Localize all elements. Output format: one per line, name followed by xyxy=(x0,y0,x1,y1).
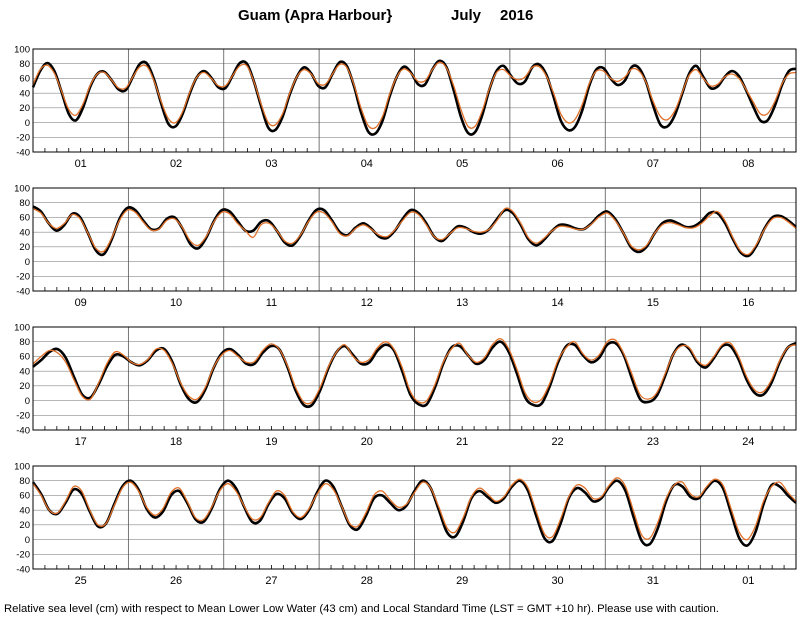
day-label: 29 xyxy=(456,575,468,587)
day-label: 26 xyxy=(170,575,182,587)
day-label: 23 xyxy=(647,436,659,448)
y-tick-label: -40 xyxy=(16,147,30,158)
y-tick-label: 80 xyxy=(19,337,30,348)
day-label: 02 xyxy=(170,158,182,170)
day-label: 28 xyxy=(361,575,373,587)
panel-frame xyxy=(32,48,797,153)
day-label: 15 xyxy=(647,297,659,309)
day-label: 16 xyxy=(742,297,754,309)
y-tick-label: 40 xyxy=(19,227,30,238)
y-tick-label: 100 xyxy=(14,183,30,194)
day-label: 01 xyxy=(75,158,87,170)
panel-4: 100 80 60 40 20 0 -20 -40 25 26 27 28 29 30 31 01 xyxy=(14,461,797,587)
y-tick-label: 0 xyxy=(25,257,30,268)
y-tick-label: 80 xyxy=(19,59,30,70)
day-label: 10 xyxy=(170,297,182,309)
y-tick-label: -20 xyxy=(16,411,30,422)
y-tick-label: 40 xyxy=(19,366,30,377)
predicted-series-line xyxy=(32,207,797,256)
y-tick-label: 80 xyxy=(19,198,30,209)
chart-title-month: July xyxy=(451,7,482,24)
day-label: 07 xyxy=(647,158,659,170)
day-label: 11 xyxy=(266,297,277,309)
y-tick-label: 20 xyxy=(19,381,30,392)
predicted-series-line xyxy=(32,477,797,541)
day-label: 09 xyxy=(75,297,87,309)
y-tick-label: 40 xyxy=(19,88,30,99)
observed-series-line xyxy=(31,479,797,547)
y-tick-label: -20 xyxy=(16,272,30,283)
chart-title-location: Guam (Apra Harbour} xyxy=(238,7,392,24)
y-tick-label: 20 xyxy=(19,103,30,114)
day-label: 19 xyxy=(265,436,277,448)
panel-1: 100 80 60 40 20 0 -20 -40 01 02 03 04 05 06 07 08 xyxy=(14,44,797,170)
day-label: 18 xyxy=(170,436,182,448)
y-tick-label: 0 xyxy=(25,118,30,129)
y-tick-label: 60 xyxy=(19,352,30,363)
day-label: 22 xyxy=(551,436,563,448)
y-tick-label: 100 xyxy=(14,44,30,55)
y-tick-label: -40 xyxy=(16,286,30,297)
y-tick-label: 100 xyxy=(14,461,30,472)
y-tick-label: 60 xyxy=(19,491,30,502)
day-label: 13 xyxy=(456,297,468,309)
y-tick-label: -40 xyxy=(16,425,30,436)
observed-series-line xyxy=(31,59,797,136)
day-label: 03 xyxy=(265,158,277,170)
panel-frame xyxy=(32,187,797,292)
y-tick-label: -40 xyxy=(16,564,30,575)
predicted-series-line xyxy=(32,61,797,130)
day-label: 20 xyxy=(361,436,373,448)
day-label: 12 xyxy=(361,297,373,309)
y-tick-label: 0 xyxy=(25,535,30,546)
panel-3: 100 80 60 40 20 0 -20 -40 17 18 19 20 21 22 23 24 xyxy=(14,322,797,448)
day-label: 14 xyxy=(551,297,563,309)
panel-2: 100 80 60 40 20 0 -20 -40 09 10 11 12 13 14 15 16 xyxy=(14,183,797,309)
day-label: 30 xyxy=(551,575,563,587)
y-tick-label: 100 xyxy=(14,322,30,333)
y-tick-label: 20 xyxy=(19,242,30,253)
y-tick-label: 20 xyxy=(19,520,30,531)
panel-frame xyxy=(32,465,797,570)
y-tick-label: -20 xyxy=(16,550,30,561)
day-label: 04 xyxy=(361,158,373,170)
y-tick-label: 60 xyxy=(19,213,30,224)
y-tick-label: 60 xyxy=(19,74,30,85)
day-label: 05 xyxy=(456,158,468,170)
day-label: 21 xyxy=(456,436,468,448)
day-label: 25 xyxy=(75,575,87,587)
day-label: 24 xyxy=(742,436,754,448)
day-label: 31 xyxy=(647,575,659,587)
day-label: 08 xyxy=(742,158,754,170)
y-tick-label: 40 xyxy=(19,505,30,516)
y-tick-label: 80 xyxy=(19,476,30,487)
y-tick-label: 0 xyxy=(25,396,30,407)
chart-footer-note: Relative sea level (cm) with respect to … xyxy=(4,603,719,615)
panel-frame xyxy=(32,326,797,431)
y-tick-label: -20 xyxy=(16,133,30,144)
day-label: 27 xyxy=(265,575,277,587)
predicted-series-line xyxy=(32,338,797,405)
day-label: 01 xyxy=(742,575,754,587)
chart-title-year: 2016 xyxy=(500,7,533,24)
day-label: 17 xyxy=(75,436,87,448)
day-label: 06 xyxy=(551,158,563,170)
